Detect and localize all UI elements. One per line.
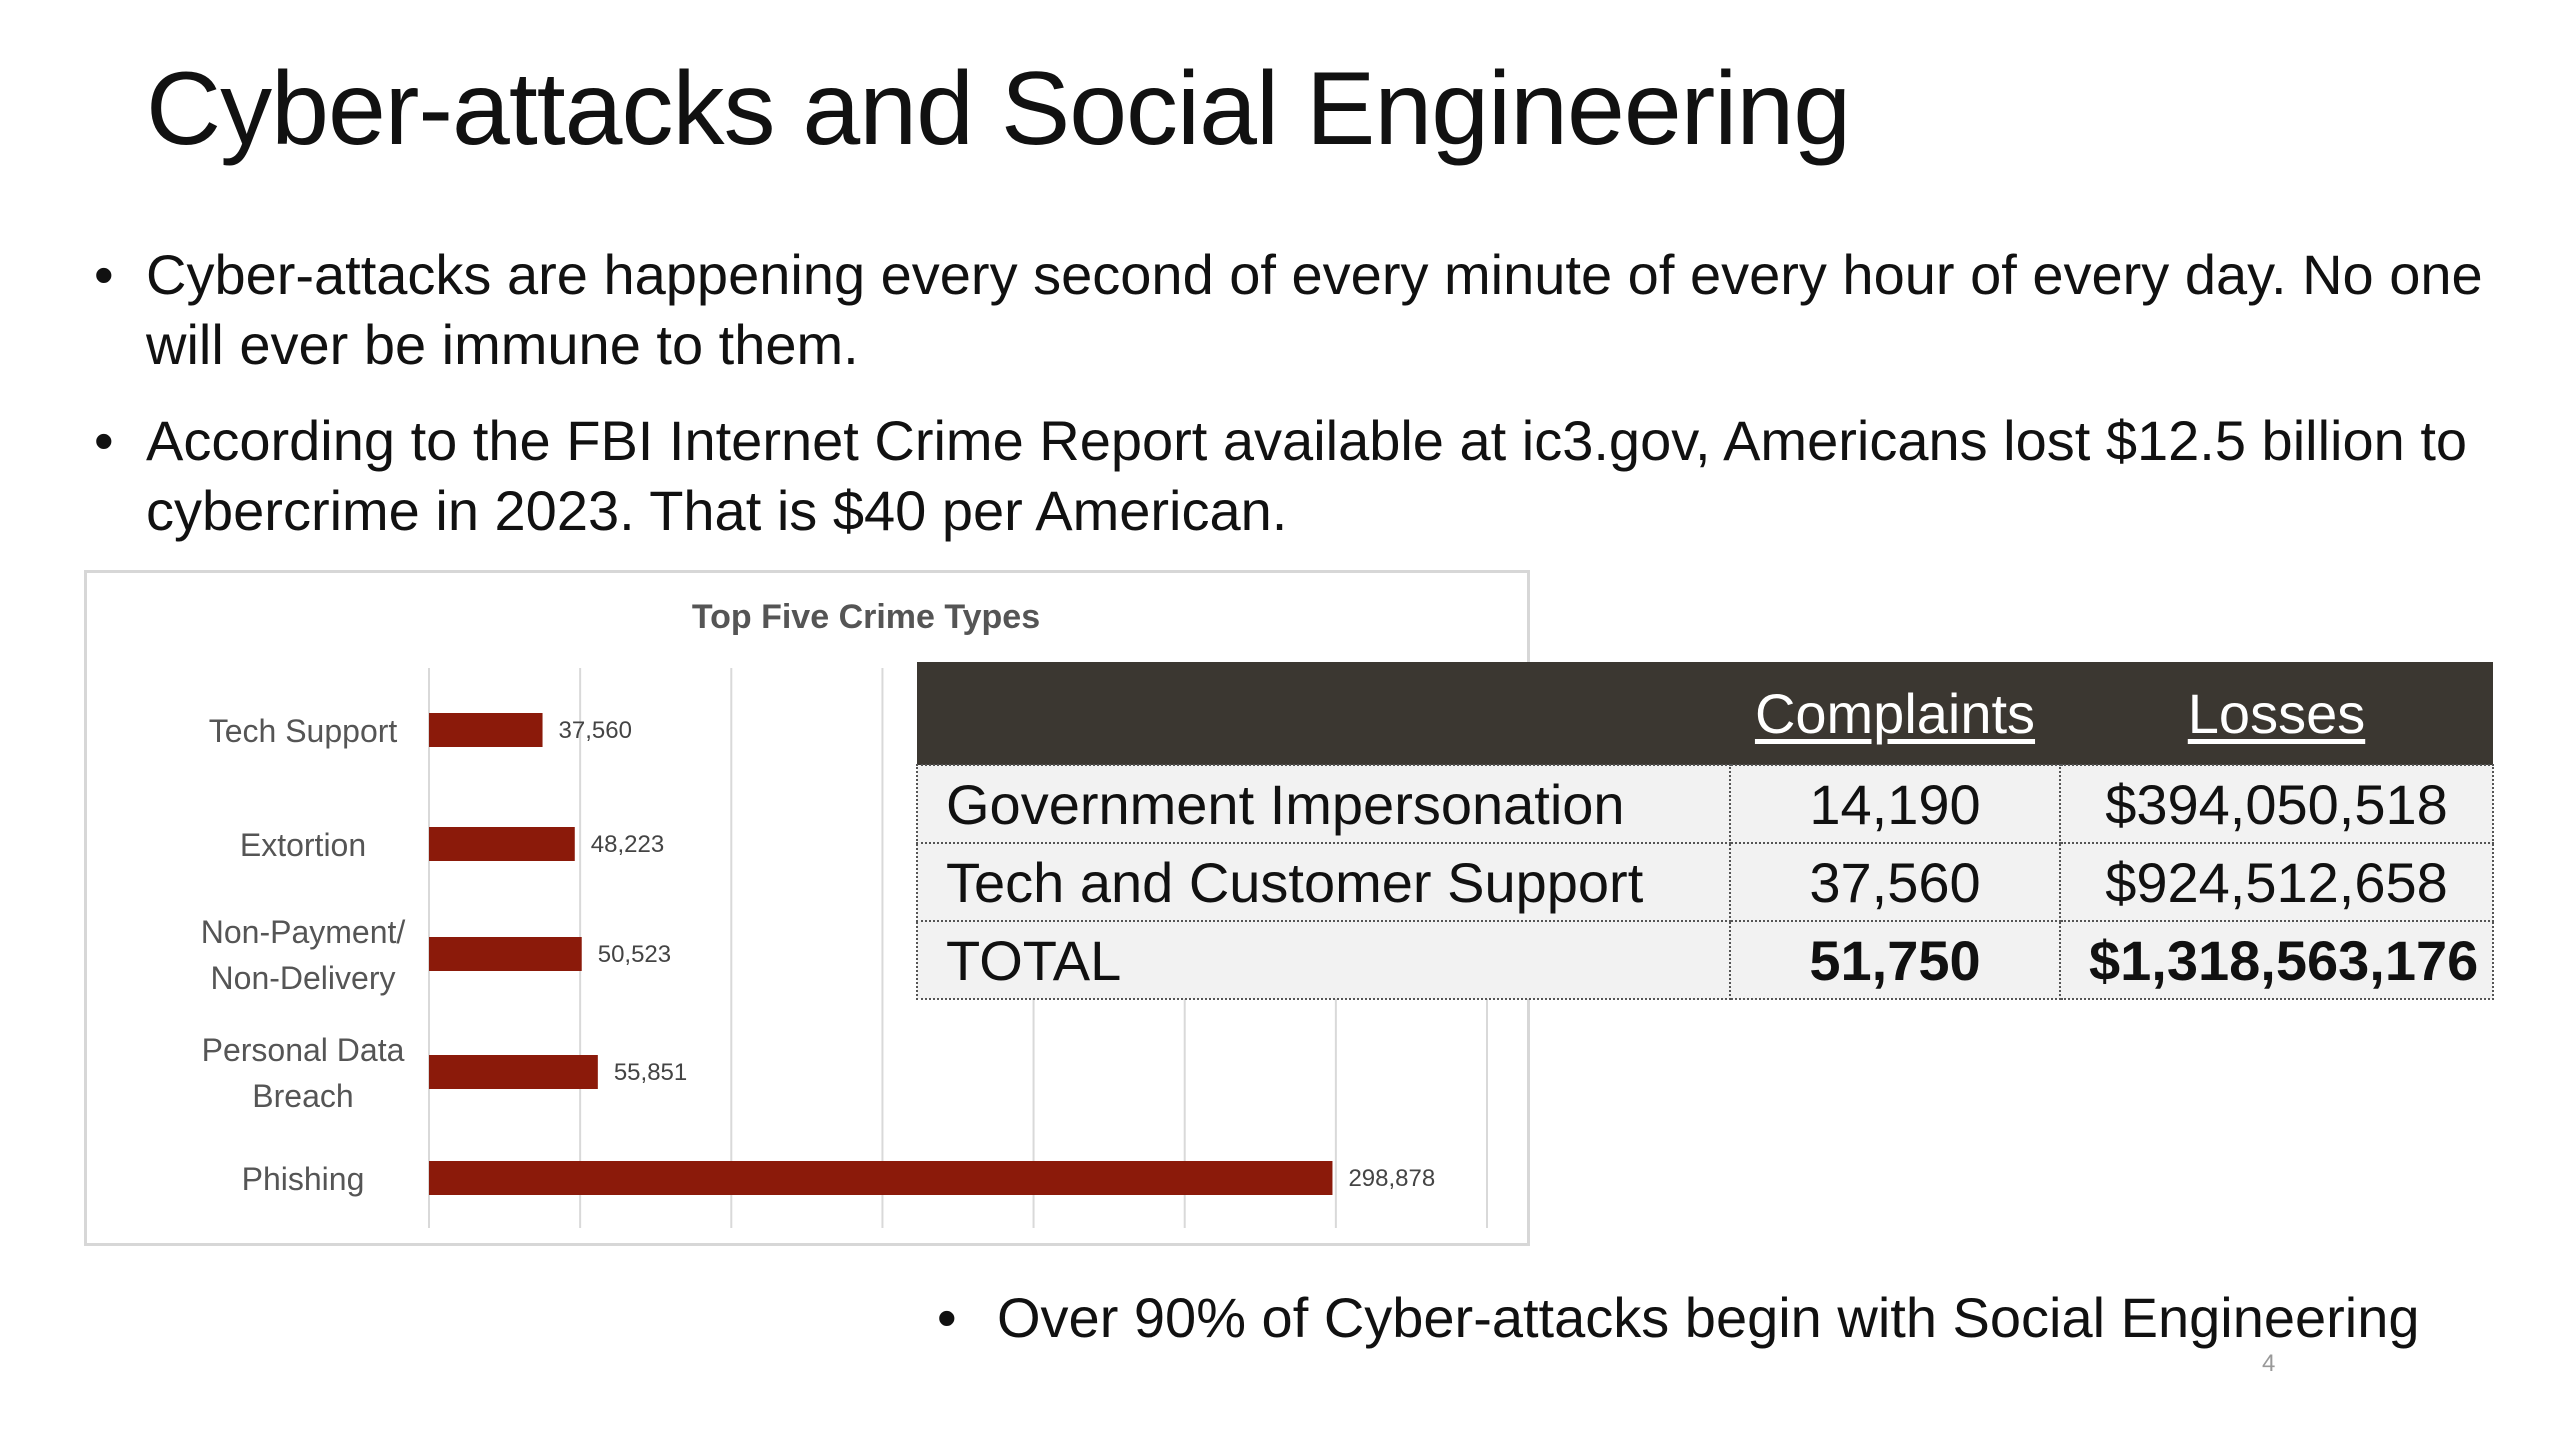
row-label: TOTAL (916, 920, 1731, 1000)
table-row: Government Impersonation 14,190 $394,050… (916, 764, 2494, 844)
bullet-marker: • (94, 409, 114, 472)
bar (429, 1161, 1333, 1195)
row-losses: $924,512,658 (2059, 842, 2494, 922)
bar (429, 713, 543, 747)
bullet-text: According to the FBI Internet Crime Repo… (146, 409, 2468, 542)
row-losses: $1,318,563,176 (2059, 920, 2494, 1000)
row-complaints: 51,750 (1729, 920, 2061, 1000)
row-label: Government Impersonation (916, 764, 1731, 844)
bullet-marker: • (94, 243, 114, 306)
row-complaints: 14,190 (1729, 764, 2061, 844)
data-label: 48,223 (591, 831, 664, 858)
bullet-marker: • (937, 1286, 957, 1349)
row-label: Tech and Customer Support (916, 842, 1731, 922)
table-header-row: Complaints Losses (917, 662, 2493, 765)
row-complaints: 37,560 (1729, 842, 2061, 922)
bar (429, 937, 582, 971)
category-label: Non-Payment/ (201, 914, 406, 950)
bullet-fbi-report: • According to the FBI Internet Crime Re… (94, 406, 2506, 546)
bullet-cyber-attacks-frequency: • Cyber-attacks are happening every seco… (94, 240, 2506, 380)
bar (429, 1055, 598, 1089)
chart-title: Top Five Crime Types (692, 598, 1040, 636)
table-row: Tech and Customer Support 37,560 $924,51… (916, 842, 2494, 922)
losses-table: Complaints Losses Government Impersonati… (916, 662, 2494, 1000)
data-label: 37,560 (559, 717, 632, 744)
page-number: 4 (2262, 1350, 2276, 1377)
category-label: Phishing (242, 1161, 365, 1197)
bar (429, 827, 575, 861)
bullet-social-engineering: • Over 90% of Cyber-attacks begin with S… (937, 1283, 2420, 1353)
data-label: 50,523 (598, 941, 671, 968)
category-label: Non-Delivery (211, 960, 396, 996)
data-label: 55,851 (614, 1059, 687, 1086)
table-row-total: TOTAL 51,750 $1,318,563,176 (916, 920, 2494, 1000)
table-header-complaints: Complaints (1730, 662, 2060, 765)
bullet-text: Cyber-attacks are happening every second… (146, 243, 2483, 376)
bullet-text: Over 90% of Cyber-attacks begin with Soc… (997, 1286, 2420, 1349)
table-header-blank (917, 662, 1730, 765)
category-label: Extortion (240, 827, 366, 863)
row-losses: $394,050,518 (2059, 764, 2494, 844)
category-label: Personal Data (202, 1032, 405, 1068)
category-label: Tech Support (209, 713, 398, 749)
data-label: 298,878 (1348, 1165, 1435, 1192)
slide-title: Cyber-attacks and Social Engineering (146, 51, 1851, 167)
category-label: Breach (252, 1078, 353, 1114)
table-header-losses: Losses (2060, 662, 2493, 765)
